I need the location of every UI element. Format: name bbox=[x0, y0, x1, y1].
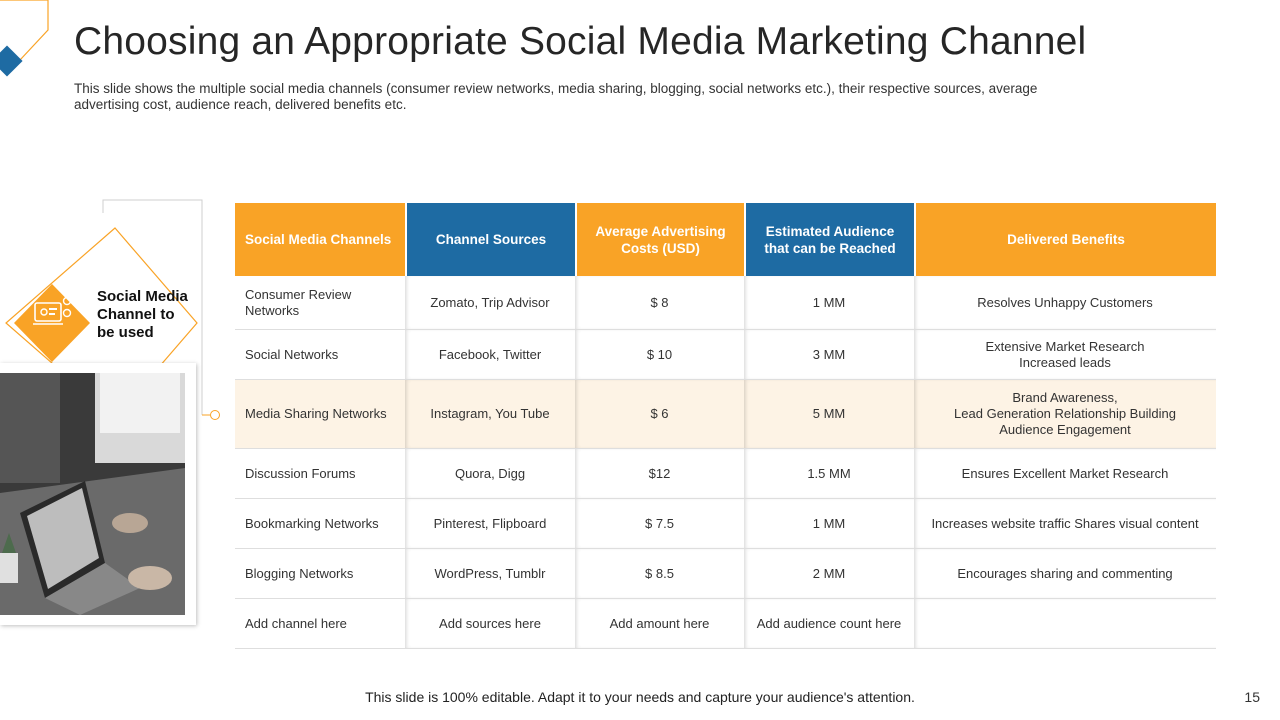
header-channels: Social Media Channels bbox=[235, 203, 405, 276]
cell-channel: Discussion Forums bbox=[235, 449, 405, 499]
cell-cost: Add amount here bbox=[575, 599, 744, 649]
cell-cost: $12 bbox=[575, 449, 744, 499]
table-row: Add channel here Add sources here Add am… bbox=[235, 599, 1216, 649]
table-row: Discussion Forums Quora, Digg $12 1.5 MM… bbox=[235, 449, 1216, 499]
page-number: 15 bbox=[1244, 689, 1260, 705]
cell-benefits: Brand Awareness, Lead Generation Relatio… bbox=[914, 380, 1216, 449]
cell-channel: Consumer Review Networks bbox=[235, 276, 405, 330]
cell-channel: Blogging Networks bbox=[235, 549, 405, 599]
panel-label: Social Media Channel to be used bbox=[97, 288, 188, 341]
cell-benefits: Extensive Market Research Increased lead… bbox=[914, 330, 1216, 380]
cell-cost: $ 7.5 bbox=[575, 499, 744, 549]
header-audience: Estimated Audience that can be Reached bbox=[744, 203, 914, 276]
cell-audience: 1.5 MM bbox=[744, 449, 914, 499]
cell-sources: Facebook, Twitter bbox=[405, 330, 575, 380]
cell-audience: 2 MM bbox=[744, 549, 914, 599]
cell-cost: $ 10 bbox=[575, 330, 744, 380]
cell-cost: $ 6 bbox=[575, 380, 744, 449]
cell-audience: Add audience count here bbox=[744, 599, 914, 649]
cell-audience: 1 MM bbox=[744, 499, 914, 549]
table-row: Consumer Review Networks Zomato, Trip Ad… bbox=[235, 276, 1216, 330]
header-sources: Channel Sources bbox=[405, 203, 575, 276]
cell-sources: Instagram, You Tube bbox=[405, 380, 575, 449]
table-header-row: Social Media Channels Channel Sources Av… bbox=[235, 203, 1216, 276]
cell-benefits: Encourages sharing and commenting bbox=[914, 549, 1216, 599]
cell-sources: WordPress, Tumblr bbox=[405, 549, 575, 599]
cell-audience: 3 MM bbox=[744, 330, 914, 380]
cell-sources: Quora, Digg bbox=[405, 449, 575, 499]
page-subtitle: This slide shows the multiple social med… bbox=[74, 81, 1038, 112]
cell-benefits bbox=[914, 599, 1216, 649]
cell-benefits: Resolves Unhappy Customers bbox=[914, 276, 1216, 330]
cell-cost: $ 8 bbox=[575, 276, 744, 330]
photo-frame bbox=[0, 363, 196, 625]
cell-benefits: Ensures Excellent Market Research bbox=[914, 449, 1216, 499]
cell-channel: Bookmarking Networks bbox=[235, 499, 405, 549]
cell-channel: Add channel here bbox=[235, 599, 405, 649]
table-row: Blogging Networks WordPress, Tumblr $ 8.… bbox=[235, 549, 1216, 599]
laptop-photo bbox=[0, 373, 185, 615]
table-row: Social Networks Facebook, Twitter $ 10 3… bbox=[235, 330, 1216, 380]
cell-sources: Pinterest, Flipboard bbox=[405, 499, 575, 549]
cell-sources: Add sources here bbox=[405, 599, 575, 649]
cell-cost: $ 8.5 bbox=[575, 549, 744, 599]
cell-channel: Media Sharing Networks bbox=[235, 380, 405, 449]
cell-channel: Social Networks bbox=[235, 330, 405, 380]
cell-benefits: Increases website traffic Shares visual … bbox=[914, 499, 1216, 549]
cell-audience: 1 MM bbox=[744, 276, 914, 330]
corner-decoration bbox=[0, 0, 49, 77]
page-title: Choosing an Appropriate Social Media Mar… bbox=[74, 20, 1087, 63]
social-media-channel-table: Social Media Channels Channel Sources Av… bbox=[235, 203, 1216, 649]
header-benefits: Delivered Benefits bbox=[914, 203, 1216, 276]
table-row: Bookmarking Networks Pinterest, Flipboar… bbox=[235, 499, 1216, 549]
social-media-icon bbox=[33, 296, 72, 325]
footer-note: This slide is 100% editable. Adapt it to… bbox=[365, 689, 915, 705]
table-row-highlighted: Media Sharing Networks Instagram, You Tu… bbox=[235, 380, 1216, 449]
cell-sources: Zomato, Trip Advisor bbox=[405, 276, 575, 330]
cell-audience: 5 MM bbox=[744, 380, 914, 449]
header-costs: Average Advertising Costs (USD) bbox=[575, 203, 744, 276]
